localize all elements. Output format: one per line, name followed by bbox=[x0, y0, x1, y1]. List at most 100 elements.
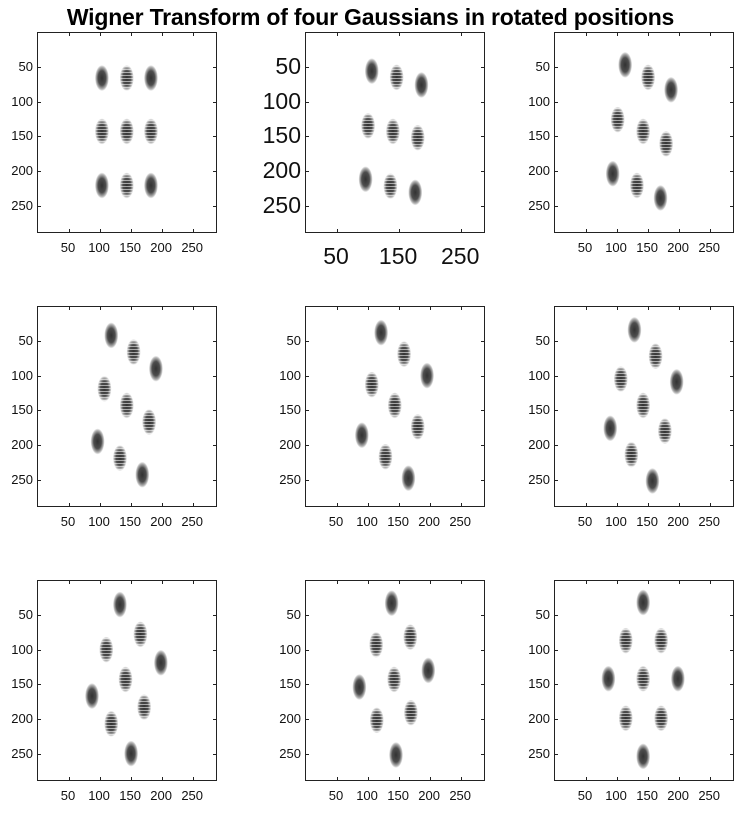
x-tick-mark bbox=[398, 777, 400, 780]
gaussian-blob-9 bbox=[645, 467, 660, 494]
y-tick-label: 150 bbox=[11, 402, 33, 418]
cross-term-blob-2 bbox=[126, 339, 141, 366]
x-tick-label: 250 bbox=[181, 240, 204, 255]
y-tick-label: 250 bbox=[262, 191, 301, 218]
cross-term-blob-5 bbox=[119, 392, 134, 419]
x-tick-label: 50 bbox=[60, 788, 76, 803]
x-tick-label: 100 bbox=[356, 514, 378, 529]
x-tick-mark bbox=[336, 581, 338, 584]
x-tick-mark bbox=[161, 581, 163, 584]
x-tick-mark bbox=[647, 229, 649, 232]
y-tick-mark bbox=[555, 719, 558, 721]
x-tick-mark bbox=[68, 307, 70, 310]
x-tick-mark bbox=[460, 229, 462, 232]
y-tick-label: 50 bbox=[535, 333, 550, 349]
gaussian-blob-7 bbox=[354, 422, 369, 449]
y-tick-mark bbox=[730, 375, 733, 377]
x-tick-mark bbox=[336, 229, 338, 232]
cross-term-blob-5 bbox=[636, 118, 651, 145]
y-tick-mark bbox=[213, 615, 216, 617]
x-tick-mark bbox=[678, 33, 680, 36]
gaussian-blob-7 bbox=[603, 415, 618, 442]
y-tick-mark bbox=[555, 375, 558, 377]
y-tick-mark bbox=[213, 101, 216, 103]
x-tick-mark bbox=[616, 503, 618, 506]
cross-term-blob-2 bbox=[397, 341, 412, 368]
plot-panel-8 bbox=[305, 580, 485, 781]
y-tick-label: 100 bbox=[11, 641, 33, 657]
y-tick-mark bbox=[306, 375, 309, 377]
y-tick-mark bbox=[38, 375, 41, 377]
x-tick-mark bbox=[709, 777, 711, 780]
gaussian-blob-3 bbox=[148, 355, 163, 382]
y-tick-label: 250 bbox=[11, 197, 33, 213]
y-tick-mark bbox=[555, 67, 558, 69]
cross-term-blob-8 bbox=[618, 705, 633, 732]
y-tick-mark bbox=[213, 445, 216, 447]
y-tick-label: 250 bbox=[279, 745, 301, 761]
y-tick-mark bbox=[38, 136, 41, 138]
cross-term-blob-5 bbox=[119, 118, 134, 145]
y-tick-mark bbox=[213, 719, 216, 721]
y-tick-mark bbox=[481, 753, 484, 755]
gaussian-blob-1 bbox=[94, 65, 109, 92]
x-tick-mark bbox=[647, 581, 649, 584]
x-tick-mark bbox=[616, 33, 618, 36]
x-tick-mark bbox=[336, 503, 338, 506]
x-tick-mark bbox=[616, 307, 618, 310]
x-tick-label: 100 bbox=[88, 788, 110, 803]
x-tick-mark bbox=[616, 229, 618, 232]
cross-term-blob-2 bbox=[403, 624, 418, 651]
y-tick-mark bbox=[730, 341, 733, 343]
y-tick-mark bbox=[306, 341, 309, 343]
y-tick-mark bbox=[213, 410, 216, 412]
y-tick-mark bbox=[306, 684, 309, 686]
x-tick-mark bbox=[130, 777, 132, 780]
y-tick-label: 50 bbox=[18, 333, 33, 349]
y-tick-mark bbox=[213, 341, 216, 343]
plot-area bbox=[601, 589, 685, 770]
x-tick-label: 150 bbox=[387, 514, 409, 529]
x-tick-mark bbox=[647, 503, 649, 506]
x-tick-mark bbox=[585, 229, 587, 232]
x-tick-mark bbox=[429, 777, 431, 780]
gaussian-blob-3 bbox=[669, 368, 684, 395]
y-tick-label: 150 bbox=[279, 676, 301, 692]
gaussian-blob-9 bbox=[653, 184, 668, 211]
x-tick-mark bbox=[68, 33, 70, 36]
x-tick-mark bbox=[647, 33, 649, 36]
y-tick-mark bbox=[730, 136, 733, 138]
gaussian-blob-9 bbox=[124, 740, 139, 767]
gaussian-blob-1 bbox=[112, 591, 127, 618]
y-tick-mark bbox=[213, 375, 216, 377]
y-tick-mark bbox=[555, 101, 558, 103]
x-tick-mark bbox=[192, 581, 194, 584]
x-tick-mark bbox=[460, 33, 462, 36]
x-tick-label: 200 bbox=[418, 788, 440, 803]
y-tick-label: 50 bbox=[275, 53, 301, 80]
y-tick-mark bbox=[38, 101, 41, 103]
x-tick-label: 250 bbox=[181, 514, 204, 529]
x-tick-mark bbox=[336, 33, 338, 36]
y-tick-mark bbox=[555, 615, 558, 617]
x-tick-mark bbox=[68, 229, 70, 232]
gaussian-blob-1 bbox=[384, 590, 399, 617]
y-tick-mark bbox=[730, 171, 733, 173]
y-tick-label: 50 bbox=[535, 607, 550, 623]
plot-area bbox=[352, 590, 436, 768]
y-tick-label: 200 bbox=[11, 437, 33, 453]
x-tick-mark bbox=[161, 503, 163, 506]
cross-term-blob-8 bbox=[369, 707, 384, 734]
y-tick-mark bbox=[38, 753, 41, 755]
gaussian-blob-7 bbox=[601, 665, 616, 692]
y-tick-label: 200 bbox=[262, 157, 301, 184]
y-tick-mark bbox=[38, 205, 41, 207]
x-tick-label: 50 bbox=[60, 240, 76, 255]
x-tick-mark bbox=[585, 581, 587, 584]
gaussian-blob-9 bbox=[389, 741, 403, 768]
gaussian-blob-3 bbox=[670, 665, 685, 692]
y-tick-label: 150 bbox=[262, 122, 301, 149]
y-tick-label: 150 bbox=[11, 128, 33, 144]
y-tick-mark bbox=[213, 136, 216, 138]
cross-term-blob-2 bbox=[654, 627, 669, 654]
